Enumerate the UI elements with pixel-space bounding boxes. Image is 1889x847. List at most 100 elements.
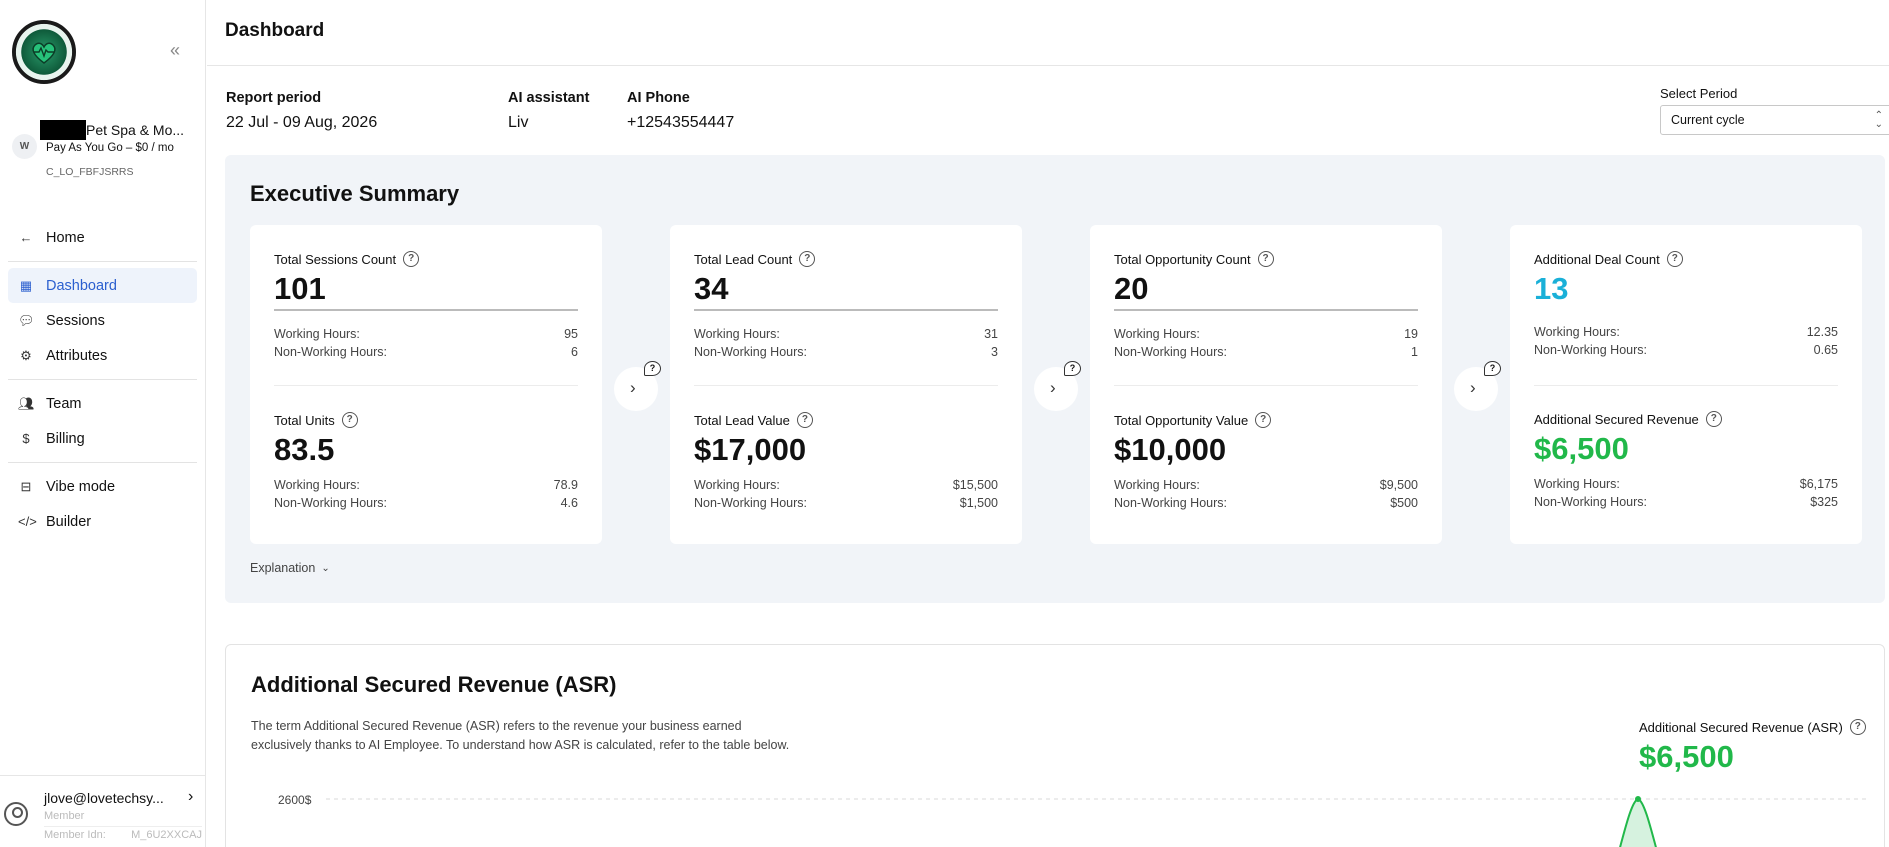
metric-label-text: Total Units: [274, 412, 335, 428]
card-top-metric: Total Lead Count? 34 Working Hours: 31 No…: [694, 251, 998, 363]
working-hours-row: Working Hours: 31: [694, 327, 998, 345]
help-bubble-icon[interactable]: ?: [1064, 361, 1081, 376]
select-period-label: Select Period: [1660, 86, 1738, 101]
sidebar-item-sessions[interactable]: 💬︎ Sessions: [8, 303, 197, 338]
dollar-icon: $: [22, 431, 30, 446]
sidebar-item-attributes[interactable]: ⚙ Attributes: [8, 338, 197, 373]
user-divider: [44, 826, 202, 827]
help-icon[interactable]: ?: [1666, 251, 1683, 267]
nav-divider: [8, 261, 197, 262]
ai-phone: AI Phone +12543554447: [627, 90, 734, 132]
collapse-sidebar-icon[interactable]: «: [170, 40, 181, 60]
metric-label-text: Additional Deal Count: [1534, 251, 1660, 267]
non-working-hours-value: 4.6: [560, 496, 578, 510]
metric-value: 101: [274, 271, 326, 306]
nav-divider: [8, 379, 197, 380]
sidebar-item-dashboard[interactable]: ▦ Dashboard: [8, 268, 197, 303]
metric-label: Total Opportunity Value?: [1114, 412, 1418, 428]
help-bubble-icon[interactable]: ?: [644, 361, 661, 376]
help-icon[interactable]: ?: [1255, 412, 1272, 428]
chevron-right-icon[interactable]: ›: [188, 788, 194, 805]
funnel-connector[interactable]: › ?: [1034, 361, 1081, 411]
metric-value: $10,000: [1114, 432, 1227, 467]
non-working-hours-label: Non-Working Hours:: [274, 345, 388, 359]
metric-label-text: Additional Secured Revenue: [1534, 411, 1699, 427]
sidebar-item-vibe-mode[interactable]: ⊟ Vibe mode: [8, 469, 197, 504]
help-icon[interactable]: ?: [1705, 411, 1722, 427]
user-email: jlove@lovetechsy...: [44, 790, 164, 806]
working-hours-row: Working Hours: $6,175: [1534, 477, 1838, 495]
card-bottom-metric: Total Opportunity Value? $10,000 Working…: [1114, 412, 1418, 514]
sidebar-item-label: Home: [46, 229, 85, 246]
metric-breakdown: Working Hours: $15,500 Non-Working Hours:…: [694, 478, 998, 514]
page-title: Dashboard: [225, 20, 325, 41]
sidebar-item-team[interactable]: 👥︎ Team: [8, 386, 197, 421]
working-hours-value: 12.35: [1806, 325, 1838, 339]
metric-breakdown: Working Hours: 12.35 Non-Working Hours: 0.…: [1534, 325, 1838, 361]
ai-phone-label: AI Phone: [627, 90, 690, 106]
non-working-hours-row: Non-Working Hours: $325: [1534, 495, 1838, 513]
non-working-hours-label: Non-Working Hours:: [694, 345, 808, 359]
metric-label: Additional Secured Revenue?: [1534, 411, 1838, 427]
working-hours-row: Working Hours: 19: [1114, 327, 1418, 345]
period-select-value: Current cycle: [1671, 113, 1745, 127]
non-working-hours-row: Non-Working Hours: 4.6: [274, 496, 578, 514]
page-header: Dashboard: [207, 0, 1889, 66]
member-id-row: Member Idn: M_6U2XXCAJ: [44, 829, 202, 841]
asr-description: The term Additional Secured Revenue (ASR…: [251, 719, 790, 752]
card-top-metric: Total Sessions Count? 101 Working Hours:…: [274, 251, 578, 363]
users-icon: 👥︎: [18, 395, 35, 411]
card-divider: [694, 385, 998, 386]
help-icon[interactable]: ?: [1257, 251, 1274, 267]
metric-breakdown: Working Hours: 31 Non-Working Hours: 3: [694, 327, 998, 363]
executive-summary: Executive Summary Total Sessions Count? …: [225, 155, 1885, 603]
working-hours-row: Working Hours: 12.35: [1534, 325, 1838, 343]
sidebar-item-label: Team: [46, 395, 82, 412]
period-select[interactable]: Current cycle ⌃ ⌄: [1660, 105, 1889, 135]
account-id: C_LO_FBFJSRRS: [46, 166, 134, 178]
explanation-toggle[interactable]: Explanation ⌄: [250, 561, 330, 575]
metric-label-text: Total Sessions Count: [274, 251, 397, 267]
non-working-hours-row: Non-Working Hours: 0.65: [1534, 343, 1838, 361]
metric-label-text: Total Lead Value: [694, 412, 790, 428]
non-working-hours-value: $1,500: [959, 496, 998, 510]
help-bubble-icon[interactable]: ?: [1484, 361, 1501, 376]
ai-assistant: AI assistant Liv: [508, 90, 589, 132]
chevron-right-icon: ›: [1470, 378, 1476, 397]
working-hours-label: Working Hours:: [694, 327, 780, 341]
card-divider: [1534, 385, 1838, 386]
funnel-connector[interactable]: › ?: [614, 361, 661, 411]
non-working-hours-value: 0.65: [1813, 343, 1838, 357]
working-hours-label: Working Hours:: [274, 327, 360, 341]
sidebar-item-label: Vibe mode: [46, 478, 116, 495]
metric-underline: [1114, 309, 1418, 311]
sidebar-item-home[interactable]: ← Home: [8, 220, 197, 255]
help-icon[interactable]: ?: [403, 251, 420, 267]
section-title: Additional Secured Revenue (ASR): [251, 672, 617, 697]
ai-assistant-value: Liv: [508, 114, 529, 131]
asr-kpi-label: Additional Secured Revenue (ASR) ?: [1639, 719, 1866, 735]
sidebar-item-label: Dashboard: [46, 277, 117, 294]
non-working-hours-label: Non-Working Hours:: [1114, 345, 1228, 359]
love-tech-lab-logo[interactable]: [12, 20, 76, 84]
report-period-value: 22 Jul - 09 Aug, 2026: [226, 114, 378, 131]
asr-chart: [326, 796, 1866, 847]
user-menu[interactable]: jlove@lovetechsy... › Member Member Idn:…: [0, 775, 206, 847]
working-hours-value: 31: [984, 327, 998, 341]
account-plan: Pay As You Go – $0 / mo: [46, 142, 174, 154]
asr-kpi-label-text: Additional Secured Revenue (ASR): [1639, 719, 1843, 735]
robot-icon: ⊟: [20, 478, 32, 494]
help-icon[interactable]: ?: [1849, 719, 1866, 735]
help-icon[interactable]: ?: [796, 412, 813, 428]
sidebar-item-billing[interactable]: $ Billing: [8, 421, 197, 456]
non-working-hours-row: Non-Working Hours: $500: [1114, 496, 1418, 514]
funnel-connector[interactable]: › ?: [1454, 361, 1501, 411]
working-hours-value: $6,175: [1799, 477, 1838, 491]
arrow-left-icon: ←: [19, 230, 33, 245]
summary-card-leads: Total Lead Count? 34 Working Hours: 31 No…: [670, 225, 1022, 544]
sidebar-item-label: Builder: [46, 513, 92, 530]
help-icon[interactable]: ?: [341, 412, 358, 428]
metric-label: Total Sessions Count?: [274, 251, 578, 267]
help-icon[interactable]: ?: [799, 251, 816, 267]
sidebar-item-builder[interactable]: </> Builder: [8, 504, 197, 539]
